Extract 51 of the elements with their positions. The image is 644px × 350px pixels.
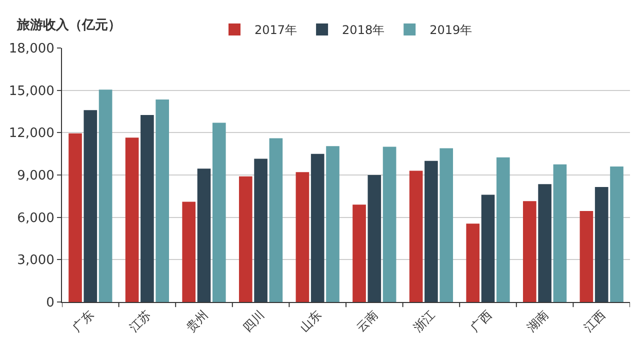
bar <box>424 160 438 302</box>
bar <box>538 184 552 302</box>
bar <box>156 100 170 302</box>
bar <box>368 175 382 302</box>
bar <box>310 154 324 302</box>
bar <box>409 170 423 302</box>
bar <box>197 168 211 302</box>
y-tick-label: 6,000 <box>17 210 54 226</box>
x-tick-label: 广西 <box>467 308 494 335</box>
bar <box>238 176 252 302</box>
y-tick-label: 3,000 <box>17 253 54 268</box>
legend-label: 2017年 <box>254 23 298 38</box>
bar <box>296 172 310 302</box>
bar <box>269 138 283 302</box>
bar <box>68 133 82 302</box>
bar <box>352 204 366 302</box>
bar <box>125 138 139 302</box>
x-tick-label: 广东 <box>70 308 97 335</box>
bar <box>254 158 268 302</box>
bar <box>522 201 536 302</box>
x-tick-label: 浙江 <box>410 308 438 335</box>
bar <box>98 90 112 302</box>
legend-label: 2019年 <box>430 23 472 38</box>
y-axis-title: 旅游收入（亿元） <box>16 17 121 33</box>
x-tick-label: 贵州 <box>183 308 210 335</box>
bar <box>212 122 226 302</box>
bar <box>182 202 196 302</box>
legend-label: 2018年 <box>342 23 385 38</box>
x-tick-label: 云南 <box>354 308 381 335</box>
y-tick-label: 9,000 <box>17 168 54 184</box>
y-tick-label: 18,000 <box>8 42 54 57</box>
bar <box>496 157 510 302</box>
y-tick-label: 15,000 <box>8 84 54 99</box>
bar <box>440 148 454 302</box>
bar <box>553 164 567 302</box>
bar <box>466 224 480 302</box>
bar <box>140 115 154 302</box>
x-tick-label: 湖南 <box>524 308 552 335</box>
bar <box>481 194 495 302</box>
bar <box>580 210 594 302</box>
x-tick-label: 江西 <box>581 308 608 335</box>
y-tick-label: 12,000 <box>8 126 54 142</box>
bar <box>326 146 340 302</box>
y-tick-label: 0 <box>46 296 54 311</box>
x-tick-label: 四川 <box>240 308 268 335</box>
bar <box>84 110 98 302</box>
bar <box>610 166 624 302</box>
bar <box>594 186 608 302</box>
bar <box>382 146 396 302</box>
x-tick-label: 江苏 <box>126 308 154 335</box>
x-tick-label: 山东 <box>297 308 324 335</box>
